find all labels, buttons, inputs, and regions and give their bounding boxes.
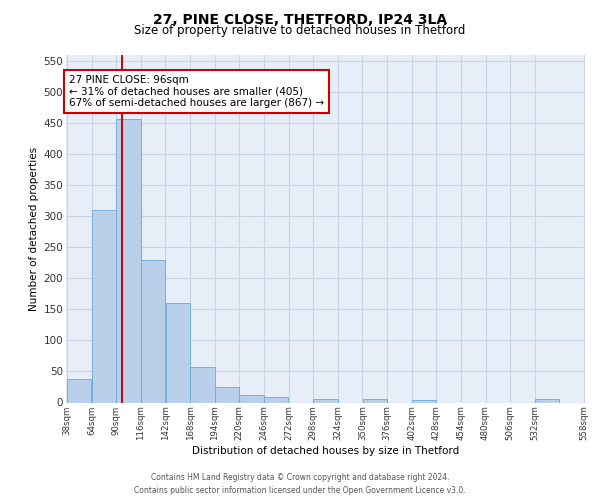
Bar (535, 400, 559, 402)
Bar (92, 210, 116, 402)
Bar (264, 397, 289, 402)
Bar (362, 400, 387, 402)
Y-axis label: Number of detached properties: Number of detached properties (29, 146, 40, 311)
Bar (313, 400, 338, 402)
Bar (67, 379, 91, 402)
Bar (412, 400, 436, 402)
Text: 27, PINE CLOSE, THETFORD, IP24 3LA: 27, PINE CLOSE, THETFORD, IP24 3LA (153, 12, 447, 26)
Bar (239, 395, 264, 402)
Bar (190, 367, 215, 402)
Text: Contains HM Land Registry data © Crown copyright and database right 2024.
Contai: Contains HM Land Registry data © Crown c… (134, 473, 466, 495)
Bar (166, 303, 190, 402)
Text: 27 PINE CLOSE: 96sqm
← 31% of detached houses are smaller (405)
67% of semi-deta: 27 PINE CLOSE: 96sqm ← 31% of detached h… (69, 75, 324, 108)
Bar (141, 260, 166, 402)
Bar (116, 119, 140, 403)
Bar (215, 387, 239, 402)
Text: Size of property relative to detached houses in Thetford: Size of property relative to detached ho… (134, 24, 466, 37)
X-axis label: Distribution of detached houses by size in Thetford: Distribution of detached houses by size … (192, 446, 459, 456)
